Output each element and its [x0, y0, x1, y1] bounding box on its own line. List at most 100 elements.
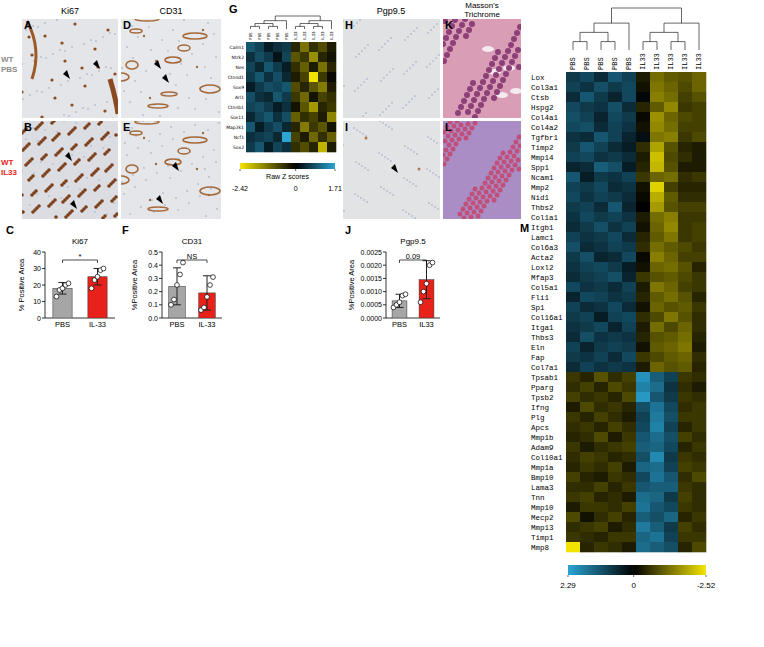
nucleus	[197, 183, 199, 185]
heatmap-cell	[273, 142, 282, 152]
heatmap-cell	[692, 412, 706, 422]
vessel	[161, 92, 177, 96]
heatmap-cell	[692, 212, 706, 222]
heatmap-cell	[608, 452, 622, 462]
heatmap-cell	[566, 122, 580, 132]
nucleus	[150, 49, 152, 51]
heatmap-cell	[273, 62, 282, 72]
heatmap-cell	[678, 162, 692, 172]
heatmap-cell	[678, 272, 692, 282]
heatmap-cell	[318, 142, 327, 152]
heatmap-cell	[309, 82, 318, 92]
row-label: Ncam1	[531, 174, 554, 182]
nucleus	[406, 70, 408, 72]
heatmap-cell	[282, 112, 291, 122]
heatmap-cell	[692, 422, 706, 432]
nucleus	[48, 195, 50, 197]
stained-cell	[93, 47, 96, 50]
nucleus	[357, 195, 359, 197]
heatmap-cell	[692, 232, 706, 242]
row-label: Calm1	[230, 45, 245, 50]
nucleus	[102, 36, 104, 38]
nucleus	[412, 183, 414, 185]
colorbar-tick-label: 2.29	[560, 581, 576, 590]
heatmap-cell	[622, 452, 636, 462]
heatmap-cell	[273, 72, 282, 82]
heatmap-cell	[678, 492, 692, 502]
stained-cell	[470, 126, 475, 131]
stained-cell	[466, 122, 471, 127]
heatmap-cell	[566, 332, 580, 342]
stained-cell	[31, 210, 35, 214]
heatmap-cell	[255, 82, 264, 92]
stained-cell	[464, 136, 469, 141]
heatmap-cell	[264, 132, 273, 142]
stained-cell	[443, 153, 446, 158]
nucleus	[126, 46, 128, 48]
row-label: Loxl2	[531, 264, 554, 272]
column-label: IL33	[302, 31, 307, 40]
heatmap-cell	[608, 342, 622, 352]
heatmap-cell	[566, 482, 580, 492]
heatmap-cell	[692, 262, 706, 272]
stained-cell	[455, 121, 460, 124]
heatmap-cell	[622, 152, 636, 162]
heatmap-cell	[664, 102, 678, 112]
nucleus	[215, 56, 217, 58]
nucleus	[143, 167, 145, 169]
nucleus	[32, 127, 34, 129]
heatmap-cell	[650, 452, 664, 462]
heatmap-cell	[664, 162, 678, 172]
heatmap-cell	[664, 532, 678, 542]
nucleus	[358, 163, 360, 165]
heatmap-cell	[318, 42, 327, 52]
heatmap-cell	[636, 422, 650, 432]
heatmap-cell	[608, 102, 622, 112]
y-tick	[383, 304, 386, 305]
colorbar-tick	[568, 575, 569, 577]
heatmap-cell	[650, 432, 664, 442]
micrograph	[343, 19, 440, 118]
nucleus	[205, 215, 207, 217]
y-tick-label: 0.0015	[361, 275, 383, 282]
heatmap-cell	[566, 502, 580, 512]
nucleus	[382, 111, 384, 113]
heatmap-cell	[678, 302, 692, 312]
heatmap-cell	[692, 222, 706, 232]
heatmap-cell	[678, 182, 692, 192]
stained-cell	[494, 89, 500, 95]
heatmap-cell	[594, 142, 608, 152]
heatmap-cell	[255, 132, 264, 142]
row-label: IL33	[1, 168, 18, 177]
nucleus	[358, 53, 360, 55]
y-tick-label: 0.1	[148, 301, 158, 308]
heatmap-cell	[580, 332, 594, 342]
heatmap-cell	[318, 72, 327, 82]
heatmap-cell	[636, 352, 650, 362]
heatmap-cell	[273, 42, 282, 52]
heatmap-cell	[622, 502, 636, 512]
heatmap-cell	[566, 422, 580, 432]
heatmap-cell	[566, 102, 580, 112]
heatmap-cell	[692, 462, 706, 472]
nucleus	[404, 145, 406, 147]
heatmap-cell	[636, 222, 650, 232]
heatmap-cell	[566, 352, 580, 362]
heatmap-cell	[608, 322, 622, 332]
heatmap-cell	[608, 242, 622, 252]
dendrogram-branch	[300, 24, 318, 27]
dendrogram-branch	[264, 21, 287, 29]
colorbar-tick	[240, 169, 241, 171]
heatmap-cell	[692, 192, 706, 202]
nucleus	[71, 46, 73, 48]
heatmap-cell	[636, 232, 650, 242]
stained-cell	[474, 196, 479, 201]
y-axis-label: % Positive Area	[17, 258, 26, 311]
heatmap-cell	[580, 312, 594, 322]
heatmap-cell	[650, 202, 664, 212]
nucleus	[131, 25, 133, 27]
significance-label: NS	[187, 252, 197, 261]
micrograph	[343, 121, 440, 219]
stained-cell	[90, 173, 94, 177]
heatmap-cell	[608, 522, 622, 532]
